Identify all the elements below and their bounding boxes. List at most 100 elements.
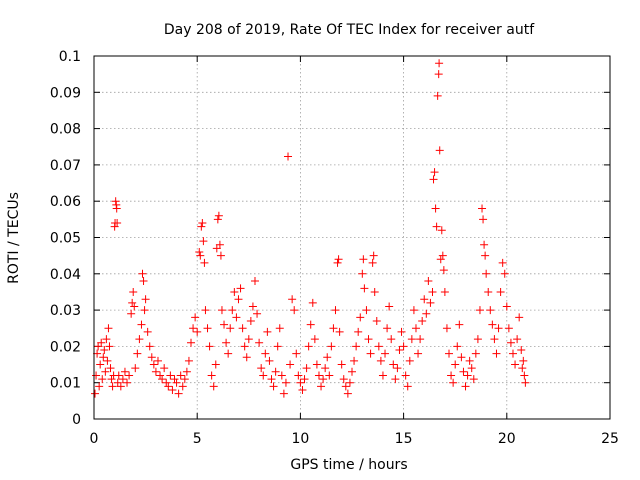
data-point bbox=[130, 302, 139, 311]
data-point bbox=[429, 175, 438, 184]
data-point bbox=[502, 302, 511, 311]
data-point bbox=[459, 367, 468, 376]
data-point bbox=[271, 367, 280, 376]
data-point bbox=[290, 306, 299, 315]
x-tick-label: 15 bbox=[395, 431, 413, 447]
data-point bbox=[250, 277, 259, 286]
data-point bbox=[279, 389, 288, 398]
data-point bbox=[433, 91, 442, 100]
data-point bbox=[129, 287, 138, 296]
data-point bbox=[195, 248, 204, 257]
data-point bbox=[267, 375, 276, 384]
data-point bbox=[348, 367, 356, 376]
y-axis-label: ROTI / TECUs bbox=[6, 192, 22, 284]
data-point bbox=[345, 378, 354, 387]
data-point bbox=[479, 215, 488, 224]
data-point bbox=[131, 364, 140, 373]
data-point bbox=[381, 349, 390, 358]
data-point bbox=[281, 378, 290, 387]
data-point bbox=[265, 356, 274, 365]
data-point bbox=[310, 335, 319, 344]
data-point bbox=[91, 389, 100, 398]
data-point bbox=[364, 335, 373, 344]
data-point bbox=[143, 327, 152, 336]
y-tick-label: 0.07 bbox=[50, 158, 81, 174]
data-point bbox=[95, 382, 104, 391]
data-point bbox=[242, 353, 251, 362]
x-axis-tick-labels: 0 5 10 15 20 25 bbox=[90, 431, 619, 447]
data-point bbox=[490, 335, 499, 344]
data-point bbox=[321, 364, 330, 373]
data-point bbox=[220, 320, 229, 329]
data-point bbox=[378, 371, 387, 380]
data-point bbox=[405, 356, 414, 365]
data-point bbox=[96, 360, 105, 369]
data-point bbox=[442, 324, 451, 333]
data-point bbox=[292, 349, 301, 358]
data-point bbox=[92, 371, 101, 380]
data-point bbox=[440, 287, 449, 296]
data-point bbox=[246, 316, 255, 325]
data-point bbox=[341, 382, 350, 391]
data-point bbox=[385, 302, 394, 311]
data-point bbox=[137, 320, 146, 329]
data-points bbox=[91, 59, 530, 398]
data-point bbox=[426, 298, 435, 307]
data-point bbox=[261, 349, 270, 358]
data-point bbox=[500, 269, 509, 278]
data-point bbox=[496, 287, 505, 296]
data-point bbox=[209, 382, 218, 391]
data-point bbox=[151, 367, 160, 376]
data-point bbox=[236, 284, 245, 293]
data-point bbox=[269, 382, 278, 391]
data-point bbox=[399, 342, 408, 351]
data-point bbox=[455, 320, 464, 329]
y-tick-label: 0.1 bbox=[59, 49, 81, 65]
data-point bbox=[515, 313, 524, 322]
data-point bbox=[244, 335, 253, 344]
data-point bbox=[120, 367, 129, 376]
data-point bbox=[216, 251, 225, 260]
data-point bbox=[520, 371, 529, 380]
data-point bbox=[141, 295, 150, 304]
x-tick-label: 5 bbox=[193, 431, 202, 447]
data-point bbox=[240, 342, 249, 351]
data-point bbox=[431, 204, 440, 213]
data-point bbox=[461, 382, 470, 391]
data-point bbox=[296, 378, 305, 387]
data-point bbox=[354, 327, 363, 336]
data-point bbox=[391, 375, 400, 384]
data-point bbox=[114, 371, 123, 380]
data-point bbox=[508, 349, 517, 358]
data-point bbox=[329, 324, 338, 333]
data-point bbox=[284, 152, 293, 161]
data-point bbox=[430, 168, 439, 177]
data-point bbox=[207, 371, 216, 380]
data-point bbox=[435, 59, 444, 68]
data-point bbox=[118, 375, 127, 384]
data-point bbox=[451, 360, 460, 369]
data-point bbox=[436, 255, 445, 264]
data-point bbox=[306, 320, 315, 329]
data-point bbox=[147, 353, 156, 362]
data-point bbox=[333, 258, 342, 267]
data-point bbox=[420, 295, 429, 304]
data-point bbox=[158, 375, 167, 384]
data-point bbox=[494, 324, 503, 333]
x-tick-label: 25 bbox=[601, 431, 619, 447]
data-point bbox=[217, 306, 226, 315]
data-point bbox=[149, 360, 158, 369]
data-point bbox=[104, 324, 113, 333]
data-point bbox=[226, 324, 235, 333]
data-point bbox=[478, 204, 487, 213]
data-point bbox=[314, 371, 323, 380]
data-point bbox=[317, 382, 326, 391]
data-point bbox=[457, 353, 466, 362]
data-point bbox=[435, 146, 444, 155]
y-tick-label: 0.08 bbox=[50, 122, 81, 138]
data-point bbox=[475, 306, 484, 315]
data-point bbox=[449, 378, 458, 387]
data-point bbox=[253, 309, 262, 318]
data-point bbox=[288, 295, 297, 304]
